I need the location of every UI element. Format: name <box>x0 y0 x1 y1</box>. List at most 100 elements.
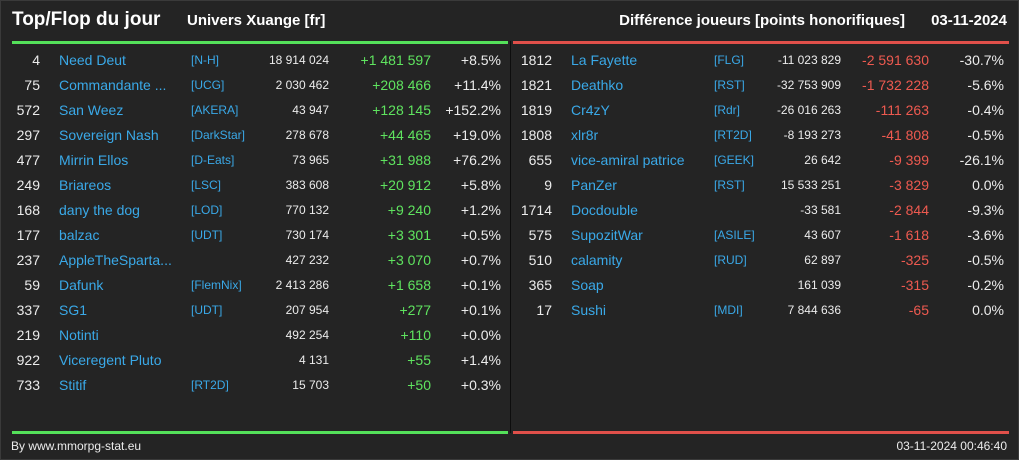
flop-row: 510 calamity [RUD] 62 897 -325 -0.5% <box>1 248 1019 273</box>
alliance-tag-link[interactable]: [DarkStar] <box>191 128 246 142</box>
alliance-tag-link[interactable]: [RST] <box>714 178 745 192</box>
total-points-cell: 2 413 286 <box>275 278 329 292</box>
flop-row: 1812 La Fayette [FLG] -11 023 829 -2 591 630… <box>1 48 1019 73</box>
difference-cell: +9 240 <box>387 202 431 218</box>
total-points-cell: -33 581 <box>800 203 841 217</box>
alliance-tag-link[interactable]: [LOD] <box>191 203 223 217</box>
rank-cell: 733 <box>16 377 40 393</box>
top-header-bar <box>12 41 508 44</box>
alliance-tag-link[interactable]: [RST] <box>714 78 745 92</box>
credit-link[interactable]: By www.mmorpg-stat.eu <box>11 439 142 453</box>
player-name-link[interactable]: PanZer <box>571 177 617 193</box>
player-name-link[interactable]: Cr4zY <box>571 102 610 118</box>
top-row: 59 Dafunk [FlemNix] 2 413 286 +1 658 +0.1% <box>1 273 510 298</box>
player-name-link[interactable]: vice-amiral patrice <box>571 152 685 168</box>
rank-cell: 59 <box>24 277 40 293</box>
alliance-tag-link[interactable]: [AKERA] <box>191 103 239 117</box>
total-points-cell: 43 947 <box>292 103 329 117</box>
alliance-tag-link[interactable]: [MDI] <box>714 303 743 317</box>
rank-cell: 219 <box>16 327 40 343</box>
difference-cell: +44 465 <box>380 127 431 143</box>
player-name-link[interactable]: SupozitWar <box>571 227 643 243</box>
player-name-link[interactable]: Deathko <box>571 77 624 93</box>
rank-cell: 922 <box>16 352 40 368</box>
top-row: 477 Mirrin Ellos [D-Eats] 73 965 +31 988 +76.… <box>1 148 510 173</box>
top-row: 249 Briareos [LSC] 383 608 +20 912 +5.8% <box>1 173 510 198</box>
top-row: 297 Sovereign Nash [DarkStar] 278 678 +44 46… <box>1 123 510 148</box>
column-divider <box>510 41 511 433</box>
difference-cell: -1 732 228 <box>862 77 929 93</box>
alliance-tag-link[interactable]: [FlemNix] <box>191 278 242 292</box>
total-points-cell: 26 642 <box>804 153 841 167</box>
alliance-tag-link[interactable]: [RUD] <box>714 253 747 267</box>
player-name-link[interactable]: Soap <box>571 277 604 293</box>
alliance-tag-link[interactable]: [Rdr] <box>714 103 741 117</box>
difference-cell: +55 <box>407 352 431 368</box>
flop-row: 9 PanZer [RST] 15 533 251 -3 829 0.0% <box>1 173 1019 198</box>
rank-cell: 575 <box>528 227 552 243</box>
total-points-cell: 383 608 <box>285 178 329 192</box>
total-points-cell: 161 039 <box>797 278 841 292</box>
percent-change-cell: -0.2% <box>967 277 1004 293</box>
player-name-link[interactable]: La Fayette <box>571 52 638 68</box>
rank-cell: 365 <box>528 277 552 293</box>
footer-timestamp: 03-11-2024 00:46:40 <box>896 439 1007 453</box>
top-row: 237 AppleTheSparta... 427 232 +3 070 +0.7% <box>1 248 510 273</box>
player-name-link[interactable]: Stitif <box>59 377 87 393</box>
alliance-tag-link[interactable]: [GEEK] <box>714 153 755 167</box>
rank-cell: 1808 <box>520 127 552 143</box>
total-points-cell: 207 954 <box>285 303 329 317</box>
alliance-tag-link[interactable]: [UDT] <box>191 303 223 317</box>
player-name-link[interactable]: Notinti <box>59 327 99 343</box>
rank-cell: 1812 <box>520 52 552 68</box>
percent-change-cell: -9.3% <box>967 202 1004 218</box>
total-points-cell: -26 016 263 <box>776 103 841 117</box>
rank-cell: 477 <box>16 152 40 168</box>
difference-cell: -41 808 <box>881 127 929 143</box>
difference-cell: +31 988 <box>380 152 431 168</box>
alliance-tag-link[interactable]: [RT2D] <box>714 128 752 142</box>
flop-table: 1812 La Fayette [FLG] -11 023 829 -2 591 630… <box>1 48 1019 323</box>
percent-change-cell: +0.1% <box>460 302 501 318</box>
page-title: Top/Flop du jour <box>12 9 161 30</box>
percent-change-cell: +0.0% <box>460 327 501 343</box>
flop-row: 17 Sushi [MDI] 7 844 636 -65 0.0% <box>1 298 1019 323</box>
total-points-cell: 770 132 <box>285 203 329 217</box>
total-points-cell: 43 607 <box>804 228 841 242</box>
difference-cell: -1 618 <box>889 227 929 243</box>
player-name-link[interactable]: xlr8r <box>571 127 599 143</box>
rank-cell: 1821 <box>520 77 552 93</box>
alliance-tag-link[interactable]: [D-Eats] <box>191 153 235 167</box>
alliance-tag-link[interactable]: [UDT] <box>191 228 223 242</box>
top-footer-bar <box>12 431 508 434</box>
alliance-tag-link[interactable]: [FLG] <box>714 53 745 67</box>
alliance-tag-link[interactable]: [RT2D] <box>191 378 229 392</box>
total-points-cell: 427 232 <box>285 253 329 267</box>
alliance-tag-link[interactable]: [LSC] <box>191 178 222 192</box>
player-name-link[interactable]: Docdouble <box>571 202 638 218</box>
player-name-link[interactable]: Sushi <box>571 302 607 318</box>
percent-change-cell: +1.4% <box>460 352 501 368</box>
total-points-cell: 2 030 462 <box>275 78 329 92</box>
difference-cell: -2 591 630 <box>862 52 929 68</box>
total-points-cell: -8 193 273 <box>783 128 841 142</box>
player-name-link[interactable]: calamity <box>571 252 623 268</box>
percent-change-cell: -5.6% <box>967 77 1004 93</box>
top-row: 219 Notinti 492 254 +110 +0.0% <box>1 323 510 348</box>
difference-cell: -3 829 <box>889 177 929 193</box>
percent-change-cell: 0.0% <box>972 177 1004 193</box>
rank-cell: 17 <box>536 302 552 318</box>
alliance-tag-link[interactable]: [ASILE] <box>714 228 755 242</box>
top-row: 572 San Weez [AKERA] 43 947 +128 145 +152.2% <box>1 98 510 123</box>
alliance-tag-link[interactable]: [N-H] <box>191 53 219 67</box>
alliance-tag-link[interactable]: [UCG] <box>191 78 225 92</box>
flop-row: 365 Soap 161 039 -315 -0.2% <box>1 273 1019 298</box>
player-name-link[interactable]: Viceregent Pluto <box>59 352 162 368</box>
top-row: 733 Stitif [RT2D] 15 703 +50 +0.3% <box>1 373 510 398</box>
percent-change-cell: +11.4% <box>454 77 501 93</box>
difference-cell: -9 399 <box>889 152 929 168</box>
difference-cell: +128 145 <box>372 102 431 118</box>
total-points-cell: 278 678 <box>285 128 329 142</box>
rank-cell: 177 <box>16 227 40 243</box>
total-points-cell: 62 897 <box>804 253 841 267</box>
